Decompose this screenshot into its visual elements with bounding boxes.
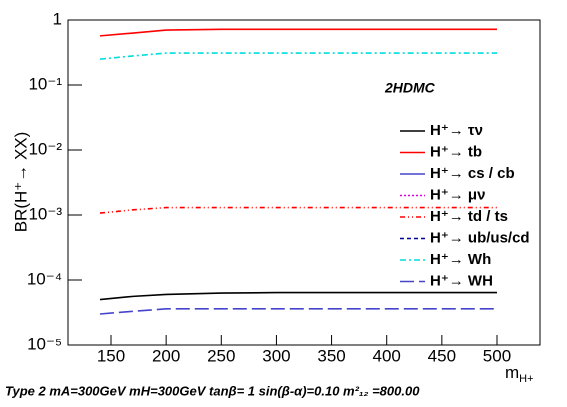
plot-frame	[67, 19, 541, 346]
series-line	[99, 291, 497, 301]
legend-label: H⁺→ μν	[430, 186, 485, 203]
y-tick-label: 10⁻⁵	[27, 334, 62, 353]
x-tick-label: 400	[373, 346, 401, 365]
footer: Type 2 mA=300GeV mH=300GeV tanβ= 1 sin(β…	[5, 383, 420, 398]
legend-label: H⁺→ ub/us/cd	[430, 229, 530, 246]
x-axis-label-main: m	[505, 363, 519, 382]
series-line	[99, 28, 497, 37]
x-tick-label: 300	[262, 346, 290, 365]
x-tick-label: 150	[97, 346, 125, 365]
annotation: 2HDMC	[384, 80, 436, 96]
y-tick-label: 1	[53, 9, 62, 28]
y-tick-label: 10⁻²	[28, 139, 62, 158]
legend-label: H⁺→ tb	[430, 143, 482, 160]
x-tick-label: 350	[317, 346, 345, 365]
series-line	[99, 206, 497, 214]
x-tick-label: 250	[207, 346, 235, 365]
y-tick-label: 10⁻¹	[28, 74, 62, 93]
y-axis-label: BR(H⁺→ XX)	[11, 132, 30, 233]
x-axis-label-sub: H+	[519, 373, 533, 385]
legend-label: H⁺→ WH	[430, 272, 493, 289]
x-tick-label: 450	[428, 346, 456, 365]
x-tick-label: 200	[152, 346, 180, 365]
legend-label: H⁺→ τν	[430, 122, 483, 139]
x-axis-label: mH+	[505, 363, 534, 384]
series-line	[99, 308, 497, 315]
legend-label: H⁺→ td / ts	[430, 208, 508, 225]
y-tick-label: 10⁻³	[28, 204, 62, 223]
series-line	[99, 52, 497, 60]
legend-label: H⁺→ Wh	[430, 251, 491, 268]
y-tick-label: 10⁻⁴	[27, 269, 62, 288]
x-tick-label: 500	[483, 346, 511, 365]
legend-label: H⁺→ cs / cb	[430, 165, 515, 182]
